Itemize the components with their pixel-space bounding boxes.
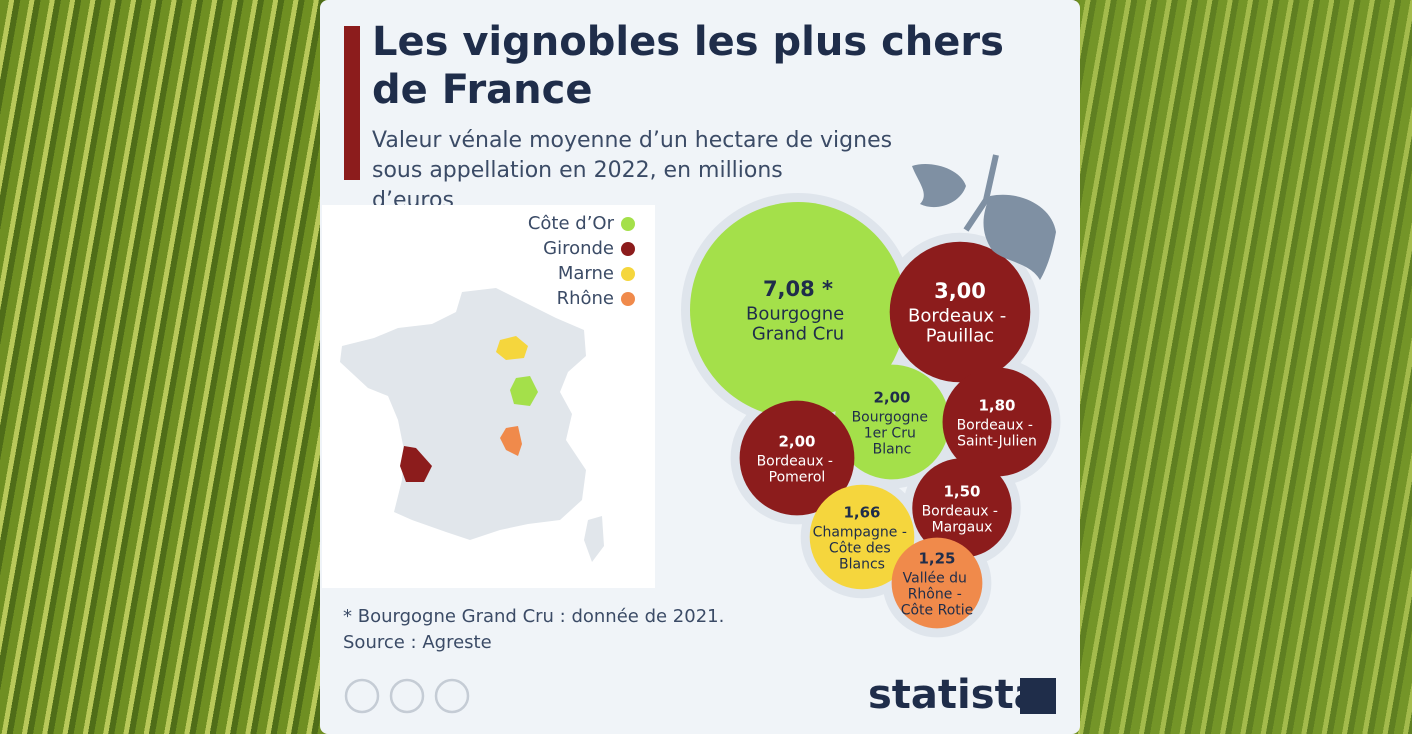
- bubble: [912, 458, 1012, 558]
- legend-label: Gironde: [543, 238, 614, 259]
- value-label: 7,08 *: [763, 277, 833, 301]
- legend-swatch: [621, 267, 635, 281]
- bubble: [889, 241, 1031, 383]
- title: Les vignobles les plus chers de France: [372, 19, 1018, 113]
- photo-tint: [1080, 0, 1412, 734]
- bubble-label: Bourgogne Grand Cru: [746, 304, 850, 345]
- value-label: 1,50: [943, 483, 980, 501]
- legend-label: Rhône: [557, 288, 614, 309]
- bubble-label: Vallée du Rhône - Côte Rotie: [901, 571, 974, 619]
- value-label: 2,00: [873, 389, 910, 407]
- bubble: [942, 367, 1052, 477]
- cote-dor-region: [510, 376, 538, 406]
- corsica: [584, 516, 604, 562]
- value-label: 1,66: [843, 504, 880, 522]
- value-label: 3,00: [934, 279, 986, 303]
- bubble-label: Bordeaux - Pauillac: [908, 306, 1012, 347]
- bubble: [834, 364, 950, 480]
- legend-label: Côte d’Or: [528, 213, 615, 234]
- legend-swatch: [621, 217, 635, 231]
- brand-logo: [1020, 678, 1056, 714]
- footnote: * Bourgogne Grand Cru : donnée de 2021.: [343, 606, 724, 627]
- legend-label: Marne: [558, 263, 614, 284]
- value-label: 1,25: [918, 550, 955, 568]
- bubble-label: Bordeaux - Saint-Julien: [957, 418, 1038, 450]
- brand: statista: [868, 672, 1041, 718]
- bubble: [891, 537, 983, 629]
- bubble-label: Bourgogne 1er Cru Blanc: [852, 410, 933, 458]
- marne-region: [496, 336, 528, 360]
- legend-swatch: [621, 292, 635, 306]
- subtitle: Valeur vénale moyenne d’un hectare de vi…: [372, 128, 899, 213]
- source: Source : Agreste: [343, 632, 492, 653]
- bubble-label: Bordeaux - Pomerol: [757, 454, 838, 486]
- gironde-region: [400, 446, 432, 482]
- bubble-label: Champagne - Côte des Blancs: [813, 525, 912, 573]
- legend-swatch: [621, 242, 635, 256]
- bubble-label: Bordeaux - Margaux: [922, 504, 1003, 536]
- accent-bar: [344, 26, 360, 180]
- leaves-icon: [912, 154, 1056, 280]
- bubble: [809, 484, 915, 590]
- bubble: [690, 202, 906, 418]
- license-icons: [344, 678, 470, 714]
- bubble: [739, 400, 855, 516]
- rhone-region: [500, 426, 522, 456]
- bubbles: 7,08 * Bourgogne Grand Cru 3,00 Bordeaux - …: [690, 202, 1052, 629]
- value-label: 1,80: [978, 397, 1015, 415]
- value-label: 2,00: [778, 433, 815, 451]
